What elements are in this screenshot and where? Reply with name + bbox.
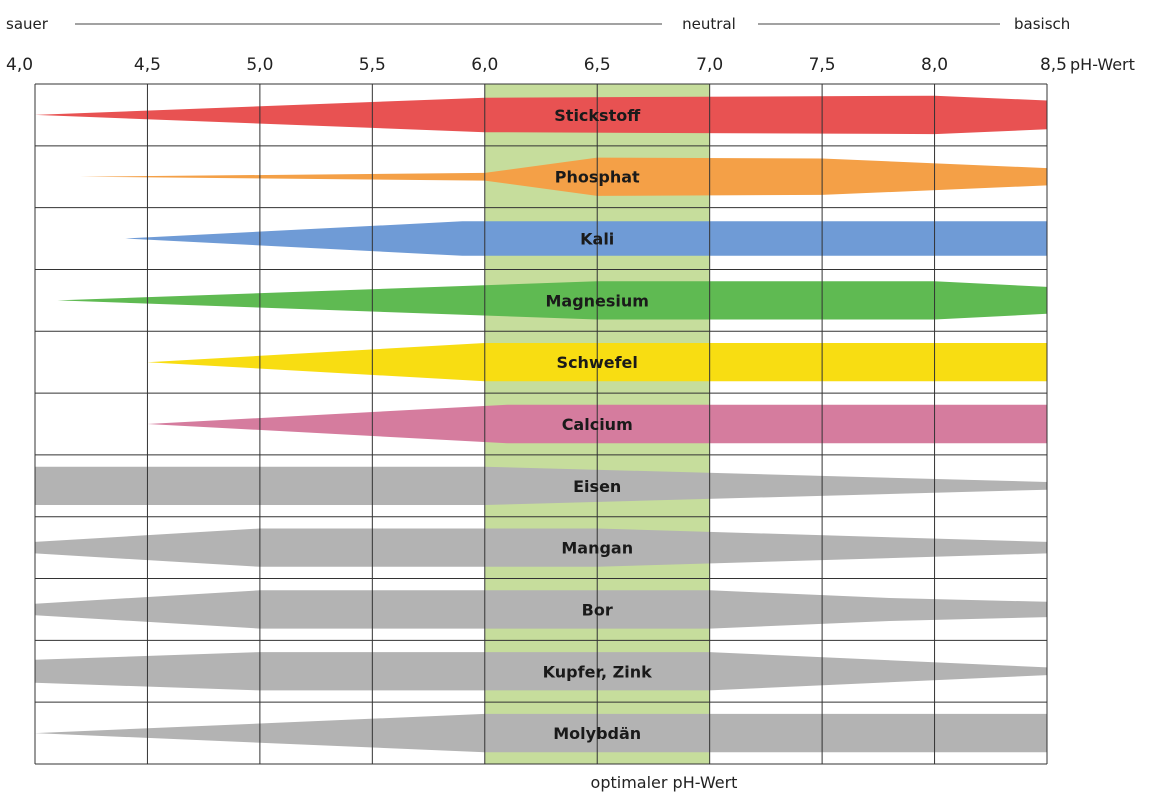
x-tick-label: 8,5 bbox=[1040, 55, 1067, 75]
nutrient-band bbox=[35, 652, 1047, 691]
nutrient-label: Kupfer, Zink bbox=[543, 662, 652, 681]
nutrient-band bbox=[35, 528, 1047, 567]
nutrient-label: Stickstoff bbox=[554, 106, 641, 125]
scale-label-acidic: sauer bbox=[6, 15, 49, 33]
x-tick-label: 6,5 bbox=[584, 55, 611, 75]
acidity-scale: sauer neutral basisch bbox=[6, 15, 1070, 33]
scale-label-neutral: neutral bbox=[682, 15, 736, 33]
x-tick-label: 5,5 bbox=[359, 55, 386, 75]
chart-grid bbox=[34, 83, 1048, 765]
nutrient-label: Molybdän bbox=[553, 724, 641, 743]
nutrient-label: Phosphat bbox=[555, 168, 640, 187]
nutrient-label: Calcium bbox=[562, 415, 633, 434]
nutrient-label: Eisen bbox=[573, 477, 621, 496]
nutrient-label: Mangan bbox=[561, 539, 633, 558]
x-axis-ticks: 4,0 4,5 5,0 5,5 6,0 6,5 7,0 7,5 8,0 8,5 bbox=[6, 55, 1067, 75]
nutrient-label: Kali bbox=[580, 230, 614, 249]
nutrient-band bbox=[35, 95, 1047, 135]
nutrient-label: Magnesium bbox=[545, 291, 648, 310]
nutrient-labels: Stickstoff Phosphat Kali Magnesium Schwefel C… bbox=[543, 106, 652, 743]
nutrient-label: Bor bbox=[582, 600, 613, 619]
x-tick-label: 5,0 bbox=[246, 55, 273, 75]
nutrient-band bbox=[125, 221, 1047, 256]
nutrient-band bbox=[35, 713, 1047, 753]
x-tick-label: 6,0 bbox=[471, 55, 498, 75]
x-axis-unit: pH-Wert bbox=[1070, 55, 1135, 74]
x-tick-label: 7,5 bbox=[809, 55, 836, 75]
scale-label-basic: basisch bbox=[1014, 15, 1070, 33]
x-tick-label: 4,5 bbox=[134, 55, 161, 75]
nutrient-band bbox=[57, 281, 1047, 320]
nutrient-band bbox=[80, 157, 1047, 196]
x-tick-label: 4,0 bbox=[6, 55, 33, 75]
nutrient-band bbox=[35, 590, 1047, 629]
optimal-range-label: optimaler pH-Wert bbox=[591, 773, 738, 792]
x-tick-label: 8,0 bbox=[921, 55, 948, 75]
nutrient-band bbox=[35, 466, 1047, 505]
x-tick-label: 7,0 bbox=[696, 55, 723, 75]
nutrient-label: Schwefel bbox=[557, 353, 638, 372]
